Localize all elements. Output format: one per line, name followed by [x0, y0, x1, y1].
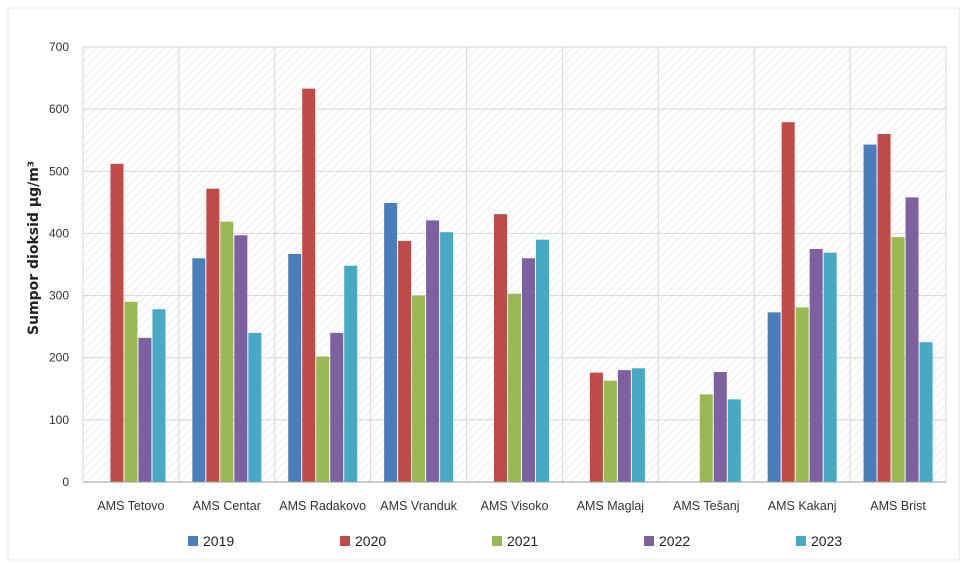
legend-label: 2022 [659, 533, 690, 549]
bar-ams-radakovo-2020 [302, 88, 316, 482]
bar-ams-kakanj-2023 [823, 252, 837, 482]
chart-border [7, 7, 960, 561]
bar-ams-tetovo-2023 [152, 309, 166, 482]
y-tick-label: 100 [49, 413, 69, 427]
legend-label: 2021 [507, 533, 538, 549]
category-label: AMS Vranduk [380, 499, 457, 513]
bar-ams-kakanj-2021 [795, 307, 809, 482]
y-tick-labels: 0 100 200 300 400 500 600 700 [49, 40, 69, 489]
y-tick-label: 0 [62, 475, 69, 489]
bar-ams-brist-2023 [919, 342, 933, 482]
bar-ams-vranduk-2019 [384, 202, 398, 482]
bar-ams-centar-2022 [234, 235, 248, 482]
legend-swatch-2020 [340, 536, 350, 546]
bar-ams-radakovo-2022 [330, 332, 344, 482]
bar-ams-visoko-2022 [522, 258, 535, 482]
bar-ams-tetovo-2022 [138, 337, 152, 482]
y-tick-label: 400 [49, 226, 69, 240]
category-label: AMS Kakanj [768, 499, 837, 513]
bar-ams-visoko-2020 [494, 214, 507, 482]
bar-ams-brist-2019 [863, 144, 877, 483]
category-label: AMS Brist [870, 499, 926, 513]
bar-ams-maglaj-2022 [617, 370, 631, 482]
bar-ams-tetovo-2020 [110, 163, 124, 483]
bar-ams-vranduk-2023 [440, 232, 454, 482]
bar-ams-radakovo-2021 [316, 356, 330, 482]
bar-ams-kakanj-2020 [781, 122, 795, 482]
category-label: AMS Maglaj [577, 499, 644, 513]
y-tick-label: 600 [49, 102, 69, 116]
bar-ams-visoko-2023 [536, 239, 549, 482]
category-labels: AMS Tetovo AMS Centar AMS Radakovo AMS Vran… [97, 499, 926, 513]
y-axis-label: Sumpor dioksid µg/m³ [26, 161, 42, 335]
bar-ams-tesanj-2023 [727, 399, 741, 482]
legend-swatch-2023 [796, 536, 806, 546]
bar-ams-tesanj-2021 [699, 394, 713, 482]
y-tick-label: 300 [49, 289, 69, 303]
legend-swatch-2019 [188, 536, 198, 546]
bar-ams-vranduk-2020 [398, 240, 412, 482]
bar-ams-visoko-2021 [508, 293, 521, 482]
bar-ams-vranduk-2022 [426, 220, 440, 482]
bar-ams-radakovo-2023 [344, 265, 358, 482]
bar-ams-centar-2023 [248, 332, 262, 482]
bar-ams-brist-2022 [905, 197, 919, 482]
bar-ams-vranduk-2021 [412, 295, 426, 482]
category-label: AMS Visoko [481, 499, 549, 513]
category-label: AMS Tetovo [97, 499, 164, 513]
legend-label: 2023 [811, 533, 842, 549]
bar-ams-tesanj-2022 [713, 372, 727, 482]
category-label: AMS Tešanj [673, 499, 739, 513]
bar-ams-centar-2021 [220, 221, 234, 482]
legend-label: 2020 [355, 533, 386, 549]
y-tick-label: 500 [49, 164, 69, 178]
bar-ams-kakanj-2019 [767, 312, 781, 482]
bar-ams-brist-2020 [877, 134, 891, 482]
legend-label: 2019 [203, 533, 234, 549]
y-tick-label: 200 [49, 351, 69, 365]
bars [110, 88, 933, 483]
bar-ams-kakanj-2022 [809, 248, 823, 482]
legend: 2019 2020 2021 2022 2023 [188, 533, 842, 549]
bar-ams-centar-2020 [206, 188, 220, 482]
bar-ams-centar-2019 [192, 258, 206, 482]
bar-ams-maglaj-2021 [603, 380, 617, 482]
legend-swatch-2021 [492, 536, 502, 546]
bar-ams-maglaj-2020 [589, 372, 603, 482]
y-tick-label: 700 [49, 40, 69, 54]
bar-ams-radakovo-2019 [288, 253, 302, 482]
bar-ams-maglaj-2023 [631, 368, 645, 482]
legend-swatch-2022 [644, 536, 654, 546]
category-label: AMS Centar [193, 499, 261, 513]
bar-ams-brist-2021 [891, 237, 905, 482]
category-label: AMS Radakovo [279, 499, 366, 513]
bar-ams-tetovo-2021 [124, 301, 138, 482]
